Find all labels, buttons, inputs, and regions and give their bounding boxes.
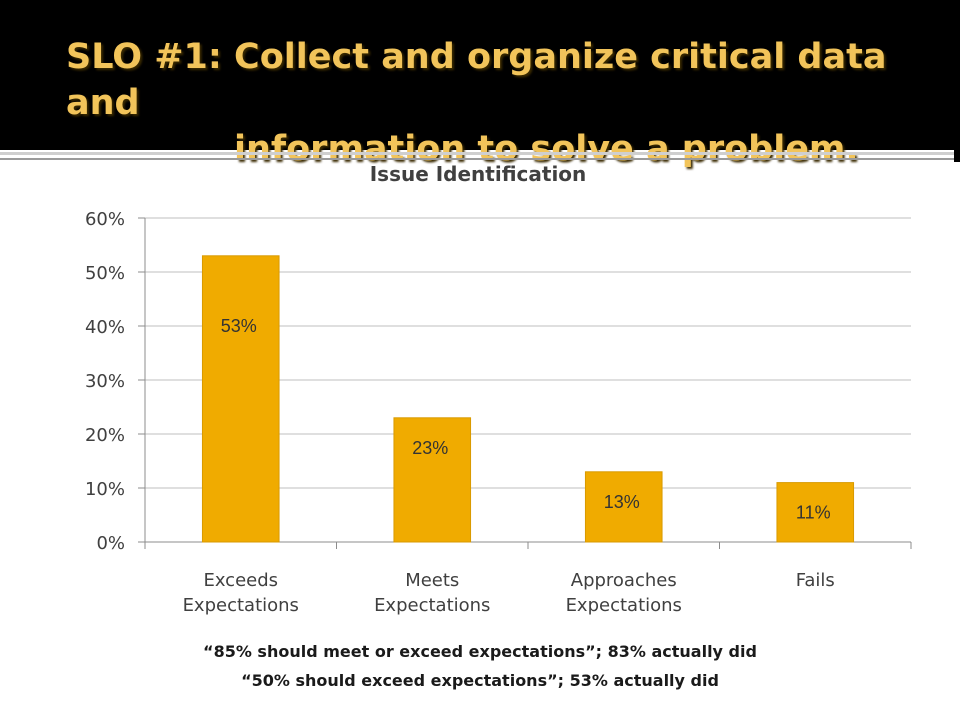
bar [201, 255, 280, 543]
bar-chart: Issue Identification 0% 10% 20% 30% 40% 50% 60… [85, 162, 912, 616]
x-category-label: Meets [405, 570, 459, 591]
y-tick-label: 50% [85, 263, 125, 284]
y-tick-label: 20% [85, 425, 125, 446]
title-divider [0, 152, 960, 155]
data-labels: 53% 23% 13% 11% [221, 316, 831, 523]
y-tick-label: 0% [96, 533, 125, 554]
y-tick-label: 40% [85, 317, 125, 338]
bar [393, 417, 472, 543]
bar [584, 471, 663, 543]
y-tick-label: 10% [85, 479, 125, 500]
y-tick-label: 30% [85, 371, 125, 392]
x-category-label: Fails [796, 570, 835, 591]
y-tick-label: 60% [85, 209, 125, 230]
slide-title: SLO #1: Collect and organize critical da… [0, 34, 960, 172]
divider-end [954, 150, 960, 162]
data-label: 53% [221, 316, 257, 336]
bars [201, 255, 855, 543]
x-category-label: Expectations [374, 595, 490, 616]
chart-title: Issue Identification [370, 162, 587, 186]
x-axis-category-labels: Exceeds Expectations Meets Expectations Appr… [183, 570, 835, 616]
x-category-label: Approaches [571, 570, 677, 591]
data-label: 13% [604, 492, 640, 512]
x-category-label: Expectations [183, 595, 299, 616]
bar [776, 482, 855, 543]
title-divider-shadow [0, 158, 960, 160]
x-category-label: Exceeds [203, 570, 278, 591]
title-bar [0, 0, 960, 150]
y-axis-tick-labels: 0% 10% 20% 30% 40% 50% 60% [85, 209, 125, 554]
slide-title-line-1: SLO #1: Collect and organize critical da… [66, 37, 887, 123]
footnote-exceed: “50% should exceed expectations”; 53% ac… [241, 671, 719, 690]
data-label: 23% [412, 438, 448, 458]
slide-title-line-2: information to solve a problem. [234, 129, 859, 169]
x-category-label: Expectations [566, 595, 682, 616]
footnote-meet-or-exceed: “85% should meet or exceed expectations”… [203, 642, 757, 661]
data-label: 11% [796, 503, 831, 523]
